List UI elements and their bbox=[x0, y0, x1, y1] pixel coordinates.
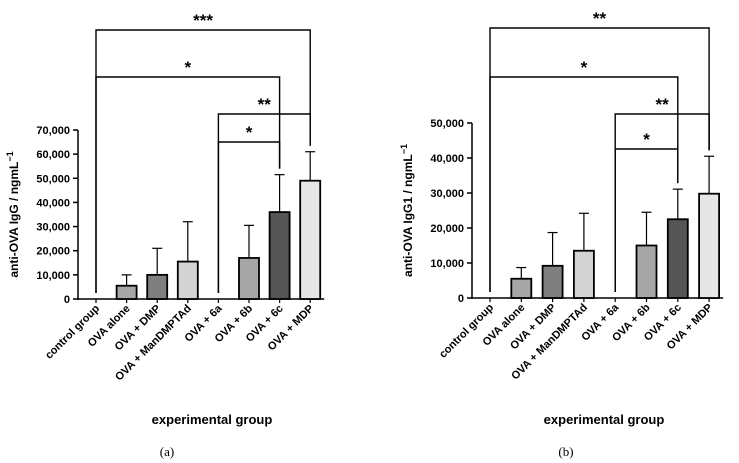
y-tick-label: 50,000 bbox=[430, 118, 464, 130]
bar bbox=[299, 179, 322, 300]
chart-panel-b: 0 10,000 20,000 30,000 40,000 50,000 anti-OVA … bbox=[399, 9, 724, 459]
bar bbox=[510, 277, 533, 299]
bar bbox=[635, 244, 658, 299]
significance-bracket bbox=[614, 148, 679, 292]
significance-bracket bbox=[217, 113, 311, 293]
bar bbox=[541, 264, 564, 299]
bar bbox=[238, 257, 260, 300]
bar bbox=[698, 192, 720, 299]
panel-label: (b) bbox=[558, 444, 573, 459]
panel-label: (a) bbox=[160, 444, 174, 459]
y-tick-label: 10,000 bbox=[36, 270, 70, 282]
bar bbox=[573, 249, 595, 299]
bar bbox=[115, 284, 138, 300]
y-tick-label: 50,000 bbox=[36, 173, 70, 185]
significance-label: ** bbox=[593, 9, 607, 28]
significance-label: ** bbox=[656, 95, 670, 114]
y-tick-label: 40,000 bbox=[430, 153, 464, 165]
significance-label: * bbox=[643, 130, 650, 149]
y-tick-label: 40,000 bbox=[36, 197, 70, 209]
bar bbox=[666, 218, 689, 299]
y-tick-label: 10,000 bbox=[430, 258, 464, 270]
bar bbox=[176, 260, 199, 300]
x-category-label: control group bbox=[437, 301, 496, 360]
y-tick-label: 30,000 bbox=[36, 222, 70, 234]
bar bbox=[146, 273, 169, 300]
y-tick-label: 30,000 bbox=[430, 188, 464, 200]
x-axis-title: experimental group bbox=[544, 412, 665, 427]
chart-panel-a: 0 10,000 20,000 30,000 40,000 50,000 60,000 70,… bbox=[5, 11, 325, 459]
significance-label: ** bbox=[258, 95, 272, 114]
significance-label: * bbox=[581, 58, 588, 77]
significance-label: * bbox=[246, 123, 253, 142]
x-axis-title: experimental group bbox=[152, 412, 273, 427]
y-tick-label: 20,000 bbox=[430, 223, 464, 235]
significance-bracket bbox=[614, 113, 710, 292]
y-tick-label: 60,000 bbox=[36, 149, 70, 161]
bar bbox=[268, 211, 291, 300]
significance-bracket bbox=[95, 76, 281, 293]
significance-label: * bbox=[184, 58, 191, 77]
y-tick-label: 0 bbox=[64, 294, 70, 306]
y-axis-title: anti-OVA IgG / ngmL−1 bbox=[5, 151, 21, 277]
y-tick-label: 0 bbox=[458, 293, 464, 305]
y-tick-label: 70,000 bbox=[36, 125, 70, 137]
significance-label: *** bbox=[193, 11, 213, 30]
y-axis-title: anti-OVA IgG1 / ngmL−1 bbox=[399, 144, 415, 277]
y-tick-label: 20,000 bbox=[36, 246, 70, 258]
significance-bracket bbox=[489, 76, 679, 292]
significance-bracket bbox=[217, 141, 281, 293]
